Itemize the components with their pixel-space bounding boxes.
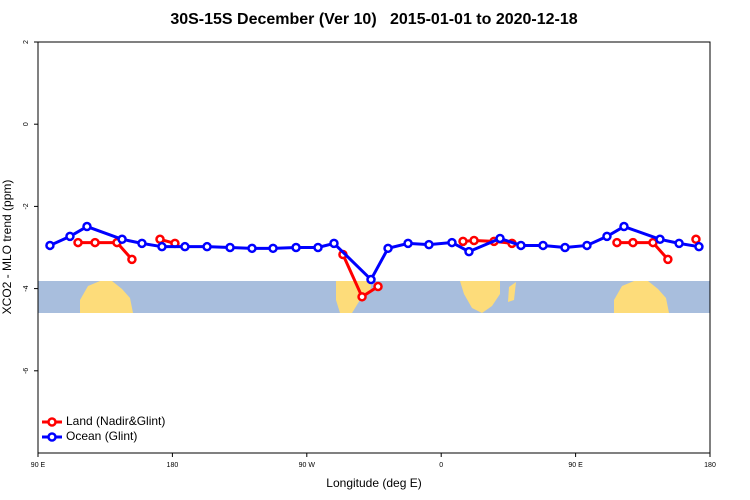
- data-point: [225, 242, 235, 253]
- data-point: [464, 246, 474, 257]
- x-tick-label: 90 E: [31, 462, 46, 469]
- series-line: [78, 241, 134, 261]
- data-point: [268, 243, 278, 254]
- data-point: [45, 240, 55, 251]
- x-tick-label: 180: [704, 462, 716, 469]
- data-point: [329, 238, 339, 249]
- chart-title: 30S-15S December (Ver 10) 2015-01-01 to …: [170, 11, 577, 28]
- y-tick-label: -4: [23, 285, 30, 291]
- data-point: [560, 242, 570, 253]
- series-line: [49, 224, 700, 283]
- data-point: [538, 240, 548, 251]
- data-point: [180, 241, 190, 252]
- series-line: [616, 241, 670, 261]
- data-point: [628, 237, 638, 248]
- data-point: [458, 236, 468, 247]
- data-point: [82, 221, 92, 232]
- data-point: [155, 234, 165, 245]
- data-point: [90, 237, 100, 248]
- data-point: [202, 241, 212, 252]
- y-tick-label: 2: [23, 40, 30, 44]
- data-point: [373, 281, 383, 292]
- x-tick-label: 0: [439, 462, 443, 469]
- series-line: [462, 239, 513, 245]
- land-shape: [80, 281, 133, 313]
- y-tick-label: -2: [23, 203, 30, 209]
- y-tick-label: 0: [23, 122, 30, 126]
- data-point: [366, 274, 376, 285]
- data-point: [648, 237, 658, 248]
- land-shape: [460, 281, 500, 313]
- data-point: [691, 234, 701, 245]
- legend-label: Land (Nadir&Glint): [66, 414, 165, 428]
- data-point: [516, 240, 526, 251]
- land-shape: [614, 281, 669, 313]
- data-point: [495, 233, 505, 244]
- data-point: [117, 234, 127, 245]
- x-tick-label: 90 E: [568, 462, 583, 469]
- data-point: [403, 238, 413, 249]
- plot-frame: [37, 41, 711, 454]
- data-point: [424, 239, 434, 250]
- data-point: [655, 234, 665, 245]
- data-point: [602, 231, 612, 242]
- data-point: [469, 235, 479, 246]
- y-tick-label: -6: [23, 368, 30, 374]
- legend-marker: [47, 432, 57, 442]
- data-point: [619, 221, 629, 232]
- data-point: [127, 254, 137, 265]
- data-point: [674, 238, 684, 249]
- data-point: [313, 242, 323, 253]
- x-axis-label: Longitude (deg E): [326, 476, 421, 490]
- x-tick-label: 180: [167, 462, 179, 469]
- data-point: [73, 237, 83, 248]
- data-point: [65, 231, 75, 242]
- data-point: [137, 238, 147, 249]
- data-point: [582, 240, 592, 251]
- x-tick-label: 90 W: [299, 462, 316, 469]
- data-point: [447, 237, 457, 248]
- land-shape: [508, 282, 516, 302]
- legend-label: Ocean (Glint): [66, 429, 137, 443]
- y-axis-label: XCO2 - MLO trend (ppm): [0, 180, 14, 315]
- data-point: [383, 243, 393, 254]
- data-point: [157, 241, 167, 252]
- land-shape: [336, 281, 372, 313]
- legend-marker: [47, 417, 57, 427]
- data-point: [291, 242, 301, 253]
- data-point: [663, 254, 673, 265]
- data-point: [247, 243, 257, 254]
- data-point: [694, 241, 704, 252]
- data-point: [357, 292, 367, 302]
- data-point: [612, 237, 622, 248]
